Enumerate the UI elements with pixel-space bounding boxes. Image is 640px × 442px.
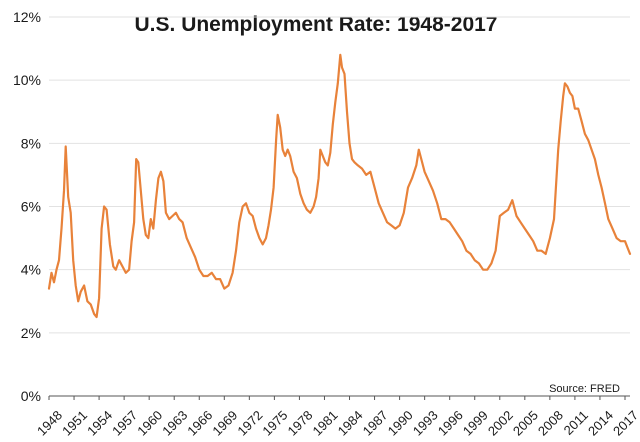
x-tick-label: 1972 <box>234 408 265 439</box>
grid <box>49 16 630 334</box>
x-tick-label: 1963 <box>159 408 190 439</box>
x-tick-label: 1957 <box>109 408 140 439</box>
x-tick-label: 1969 <box>209 408 240 439</box>
x-tick-label: 2002 <box>485 408 516 439</box>
x-tick-label: 1996 <box>435 408 466 439</box>
y-tick-label: 4% <box>21 262 41 278</box>
x-tick-label: 1990 <box>385 408 416 439</box>
x-tick-label: 2017 <box>610 408 640 439</box>
x-tick-label: 1978 <box>284 408 315 439</box>
x-tick-label: 1984 <box>335 408 366 439</box>
x-axis-ticks: 1948195119541957196019631966196919721975… <box>34 396 640 439</box>
x-tick-label: 1951 <box>59 408 90 439</box>
y-tick-label: 12% <box>13 9 41 25</box>
x-tick-label: 2011 <box>561 408 591 438</box>
x-tick-label: 1999 <box>460 408 491 439</box>
y-tick-label: 6% <box>21 199 41 215</box>
x-tick-label: 1960 <box>134 408 165 439</box>
x-tick-label: 1987 <box>360 408 391 439</box>
y-tick-label: 2% <box>21 325 41 341</box>
chart-title: U.S. Unemployment Rate: 1948-2017 <box>135 13 498 36</box>
x-tick-label: 2005 <box>510 408 541 439</box>
x-tick-label: 1975 <box>259 408 290 439</box>
x-tick-label: 1981 <box>310 408 341 439</box>
y-tick-label: 0% <box>21 388 41 404</box>
x-tick-label: 2014 <box>585 408 616 439</box>
y-axis-ticks: 0% 2% 4% 6% 8% 10% 12% <box>13 9 41 404</box>
x-tick-label: 1954 <box>84 408 115 439</box>
series-line-0 <box>47 53 632 319</box>
series-layer <box>47 53 632 319</box>
y-tick-label: 10% <box>13 72 41 88</box>
x-tick-label: 1993 <box>410 408 441 439</box>
x-tick-label: 1966 <box>184 408 215 439</box>
source-note: Source: FRED <box>549 383 620 395</box>
y-tick-label: 8% <box>21 135 41 151</box>
x-tick-label: 1948 <box>34 408 65 439</box>
x-tick-label: 2008 <box>535 408 566 439</box>
